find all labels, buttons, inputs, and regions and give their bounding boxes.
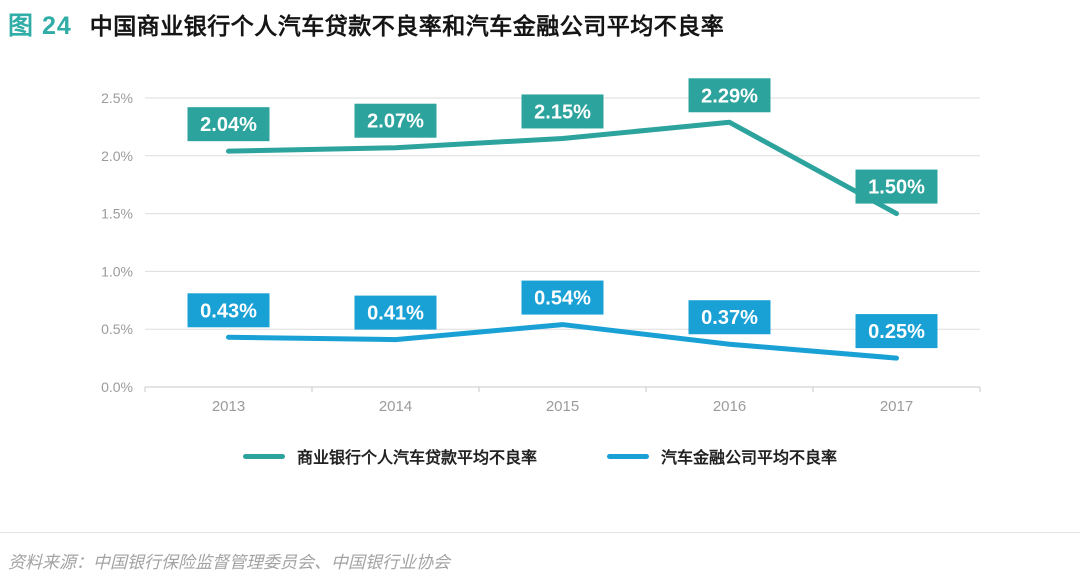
chart-legend: 商业银行个人汽车贷款平均不良率 汽车金融公司平均不良率	[0, 444, 1080, 468]
x-tick-label: 2016	[713, 398, 746, 415]
y-tick-label: 2.0%	[101, 148, 133, 164]
data-label-box	[855, 314, 938, 349]
data-label-box	[521, 94, 604, 129]
data-label-box	[187, 107, 270, 142]
data-label-box	[688, 78, 771, 113]
legend-label: 汽车金融公司平均不良率	[661, 450, 838, 467]
data-label: 0.54%	[534, 288, 591, 310]
legend-swatch	[242, 453, 285, 459]
legend-swatch	[607, 453, 649, 459]
data-label-box	[855, 169, 938, 204]
data-label: 2.07%	[367, 111, 424, 133]
data-label: 0.37%	[701, 307, 758, 329]
y-tick-label: 1.5%	[101, 206, 133, 222]
data-label-box	[187, 293, 270, 328]
data-label: 1.50%	[868, 177, 925, 199]
figure-number-label: 图 24	[8, 12, 72, 40]
data-label: 0.41%	[367, 303, 424, 325]
footer-divider	[0, 532, 1080, 533]
data-label: 2.15%	[534, 101, 591, 123]
x-tick-label: 2017	[880, 398, 913, 415]
x-tick-label: 2013	[212, 398, 245, 415]
x-tick-label: 2014	[379, 398, 412, 415]
x-tick-label: 2015	[546, 398, 579, 415]
data-label: 0.43%	[200, 300, 257, 322]
y-tick-label: 0.5%	[101, 321, 133, 337]
legend-item-1: 商业银行个人汽车贷款平均不良率	[242, 444, 537, 468]
y-tick-label: 2.5%	[101, 90, 133, 106]
page-title: 中国商业银行个人汽车贷款不良率和汽车金融公司平均不良率	[89, 13, 725, 39]
data-label: 2.04%	[200, 114, 257, 136]
y-tick-label: 0.0%	[101, 379, 133, 395]
data-source-note: 资料来源：中国银行保险监督管理委员会、中国银行业协会	[8, 553, 450, 572]
data-label-box	[688, 300, 771, 335]
data-label: 2.29%	[701, 85, 758, 107]
data-label-box	[354, 295, 437, 330]
series-line-2	[226, 322, 899, 361]
legend-label: 商业银行个人汽车贷款平均不良率	[296, 450, 537, 467]
series-line-1	[226, 119, 899, 217]
data-label: 0.25%	[868, 321, 925, 343]
data-label-box	[521, 280, 604, 315]
y-tick-label: 1.0%	[101, 263, 133, 279]
data-label-box	[354, 103, 437, 138]
legend-item-2: 汽车金融公司平均不良率	[607, 444, 837, 468]
chart-header: 图 24 中国商业银行个人汽车贷款不良率和汽车金融公司平均不良率	[8, 6, 724, 42]
